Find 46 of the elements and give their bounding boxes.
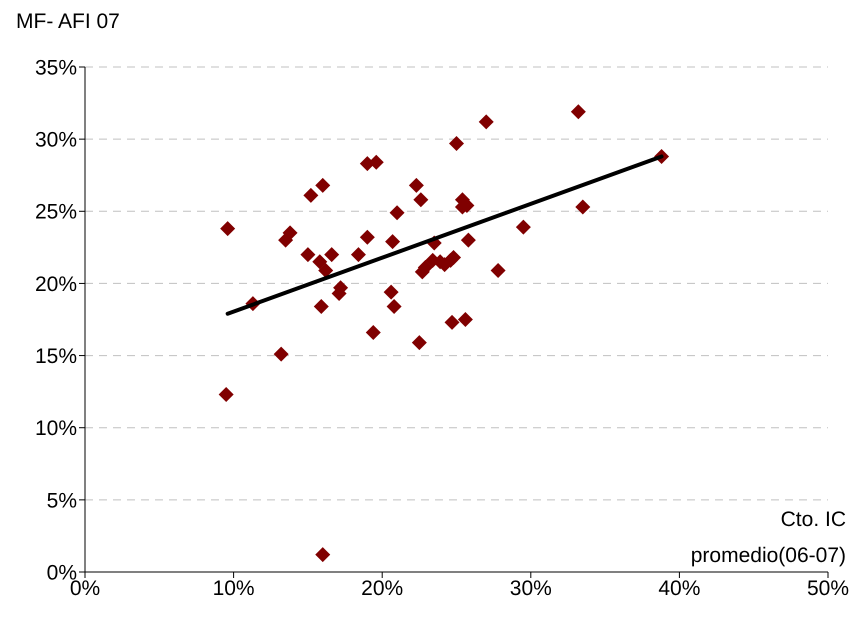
point — [478, 114, 494, 130]
y-tick-label: 5% — [46, 489, 77, 512]
x-tick-label: 20% — [361, 576, 404, 600]
point — [458, 312, 473, 327]
point — [412, 335, 427, 350]
point — [390, 205, 405, 220]
x-tick-label: 50% — [806, 576, 850, 600]
point — [303, 188, 318, 203]
y-tick-label: 35% — [34, 56, 77, 80]
point — [218, 387, 234, 402]
point — [444, 314, 460, 330]
point — [413, 192, 428, 208]
point — [318, 262, 334, 278]
x-axis-title: Cto. IC promedio(06-07) — [690, 507, 846, 569]
y-tick-label: 30% — [34, 128, 77, 152]
point — [449, 136, 464, 151]
y-tick-label: 10% — [34, 417, 77, 440]
x-tick-label: 30% — [510, 576, 552, 600]
point — [446, 250, 462, 265]
point — [516, 220, 531, 235]
point — [366, 324, 381, 340]
point — [460, 232, 476, 248]
point — [315, 547, 330, 562]
y-tick-label: 15% — [34, 345, 77, 368]
point — [386, 299, 402, 314]
point — [220, 221, 236, 236]
point — [384, 284, 399, 300]
point — [324, 247, 340, 262]
point — [385, 234, 400, 250]
point — [314, 299, 329, 314]
point — [312, 254, 328, 270]
point — [360, 230, 375, 245]
x-tick-label: 10% — [212, 576, 255, 600]
y-tick-label: 20% — [34, 272, 77, 296]
point — [575, 199, 590, 214]
point — [408, 178, 424, 193]
point — [282, 225, 298, 240]
point — [350, 247, 366, 262]
point — [490, 262, 506, 278]
y-tick-label: 25% — [34, 200, 77, 224]
point — [300, 247, 316, 262]
y-axis-title: MF- AFI 07 — [16, 10, 120, 34]
point — [570, 104, 586, 120]
point — [315, 178, 330, 193]
x-tick-label: 40% — [658, 576, 700, 600]
point — [274, 346, 289, 362]
